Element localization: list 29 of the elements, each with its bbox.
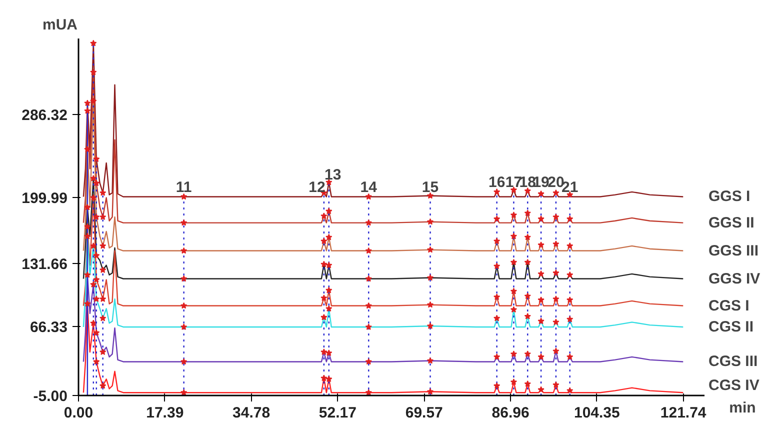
series-label: CGS II: [708, 318, 754, 336]
annotation: 16: [488, 174, 506, 192]
series-label: CGS I: [708, 297, 750, 314]
y-tick-label: 286.32: [22, 106, 68, 124]
series-label: GGS III: [708, 242, 759, 260]
x-tick-label: 17.39: [146, 404, 184, 422]
series-label: GGS II: [708, 214, 754, 232]
y-tick-label: 131.66: [22, 256, 68, 274]
annotation: 12: [308, 178, 326, 196]
y-tick-label: 66.33: [30, 319, 68, 336]
x-tick-label: 86.96: [492, 404, 530, 422]
y-tick-label: 199.99: [22, 190, 68, 208]
y-tick-label: -5.00: [33, 388, 68, 405]
x-tick-label: 52.17: [318, 404, 356, 422]
annotation: 11: [176, 178, 192, 196]
x-tick-label: 69.57: [405, 404, 443, 422]
series-label: CGS III: [708, 353, 758, 370]
x-tick-label: 34.78: [232, 404, 270, 422]
x-tick-label: 121.74: [660, 404, 707, 422]
annotation: 13: [324, 166, 342, 184]
series-label: CGS IV: [708, 377, 760, 394]
y-axis-title: mUA: [42, 16, 78, 34]
x-tick-label: 0.00: [64, 404, 94, 422]
annotation: 14: [360, 178, 378, 196]
series-label: GGS IV: [708, 270, 760, 288]
annotation: 15: [422, 178, 439, 196]
x-axis-title: min: [729, 400, 756, 416]
x-tick-label: 104.35: [574, 404, 620, 422]
series-label: GGS I: [708, 188, 750, 206]
